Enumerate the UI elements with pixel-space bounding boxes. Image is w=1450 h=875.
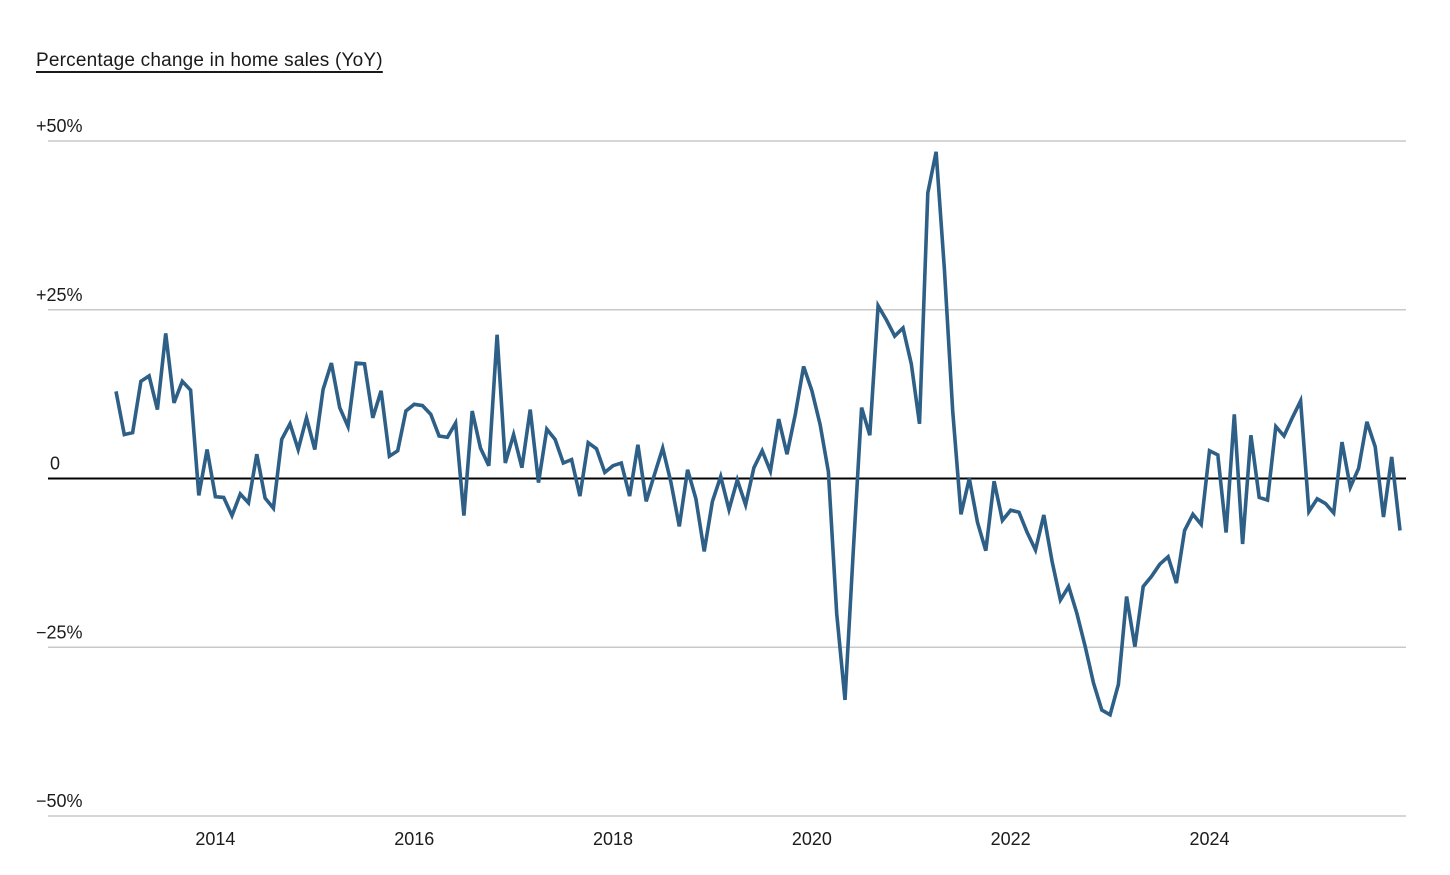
y-axis-tick-label: +50% <box>36 116 83 136</box>
x-axis-tick-label: 2024 <box>1189 829 1229 849</box>
y-axis-tick-label: −50% <box>36 791 83 811</box>
x-axis-tick-label: 2014 <box>195 829 235 849</box>
home-sales-series-line <box>114 151 1402 718</box>
y-axis-tick-label: 0 <box>50 454 60 474</box>
x-axis-tick-label: 2018 <box>593 829 633 849</box>
x-axis-tick-label: 2020 <box>792 829 832 849</box>
x-axis-tick-label: 2022 <box>991 829 1031 849</box>
y-axis-tick-label: +25% <box>36 285 83 305</box>
chart-title: Percentage change in home sales (YoY) <box>36 50 383 71</box>
y-axis-tick-label: −25% <box>36 622 83 642</box>
x-axis-tick-label: 2016 <box>394 829 434 849</box>
